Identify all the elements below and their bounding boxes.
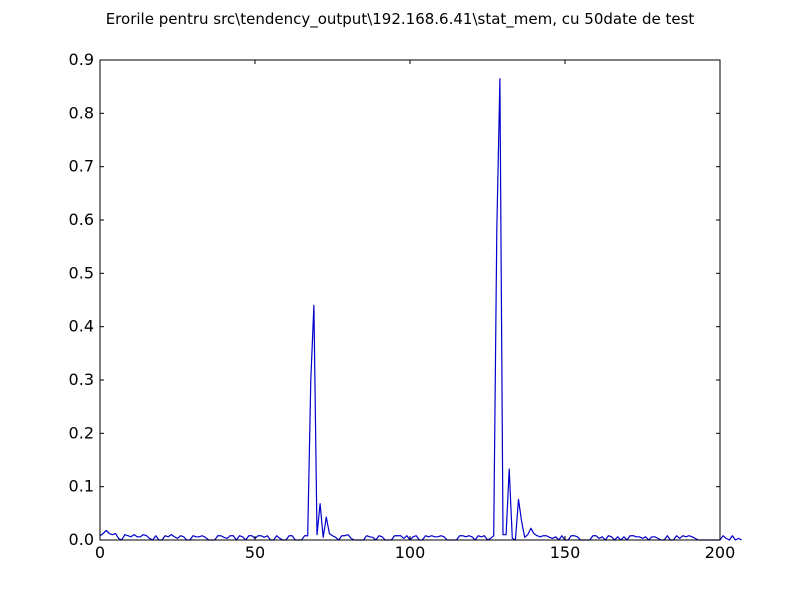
x-axis: 0 50 100 150 200 — [95, 60, 735, 562]
x-tick-label: 200 — [705, 543, 736, 562]
y-tick-label: 0.4 — [69, 317, 94, 336]
y-axis: 0.0 0.1 0.2 0.3 0.4 0.5 0.6 0.7 0.8 0.9 — [69, 50, 720, 549]
y-tick-label: 0.2 — [69, 423, 94, 442]
plot-frame — [99, 59, 721, 541]
y-tick-label: 0.5 — [69, 263, 94, 282]
x-tick-label: 0 — [95, 543, 105, 562]
y-tick-label: 0.1 — [69, 477, 94, 496]
x-tick-label: 50 — [245, 543, 265, 562]
y-tick-label: 0.7 — [69, 157, 94, 176]
y-tick-label: 0.3 — [69, 370, 94, 389]
y-tick-label: 0.9 — [69, 50, 94, 69]
chart-title: Erorile pentru src\tendency_output\192.1… — [106, 10, 695, 29]
x-tick-label: 100 — [395, 543, 426, 562]
x-tick-label: 150 — [550, 543, 581, 562]
y-tick-label: 0.0 — [69, 530, 94, 549]
y-tick-label: 0.6 — [69, 210, 94, 229]
y-tick-label: 0.8 — [69, 103, 94, 122]
